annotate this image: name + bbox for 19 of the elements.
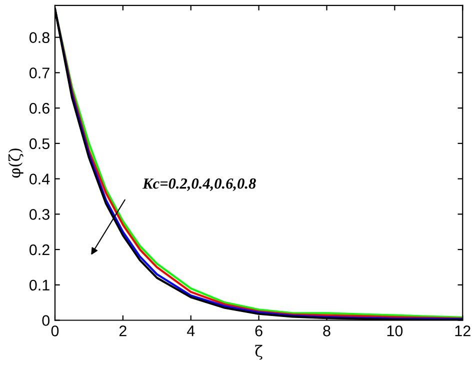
y-tick-label: 0.8 <box>29 32 50 44</box>
y-tick-label: 0.6 <box>29 102 50 114</box>
y-tick-label: 0.5 <box>29 138 50 150</box>
x-tick-label: 0 <box>51 326 59 336</box>
y-tick-label: 0.2 <box>29 244 50 256</box>
annotation: Kc=0.2,0.4,0.6,0.8 <box>142 178 256 191</box>
y-tick-label: 0.1 <box>29 280 50 291</box>
x-tick-label: 12 <box>455 326 470 336</box>
x-tick-label: 2 <box>119 326 126 336</box>
x-tick-label: 4 <box>186 326 195 336</box>
x-axis-title: ζ <box>255 344 262 360</box>
y-tick-label: 0.3 <box>29 209 50 220</box>
x-tick-label: 8 <box>323 326 330 336</box>
y-tick-label: 0.7 <box>29 68 50 78</box>
y-tick-label: 0 <box>42 315 50 326</box>
x-tick-label: 6 <box>255 326 262 336</box>
y-axis-title: φ(ζ) <box>8 148 24 178</box>
x-tick-label: 10 <box>387 326 403 336</box>
y-tick-label: 0.4 <box>29 174 50 184</box>
